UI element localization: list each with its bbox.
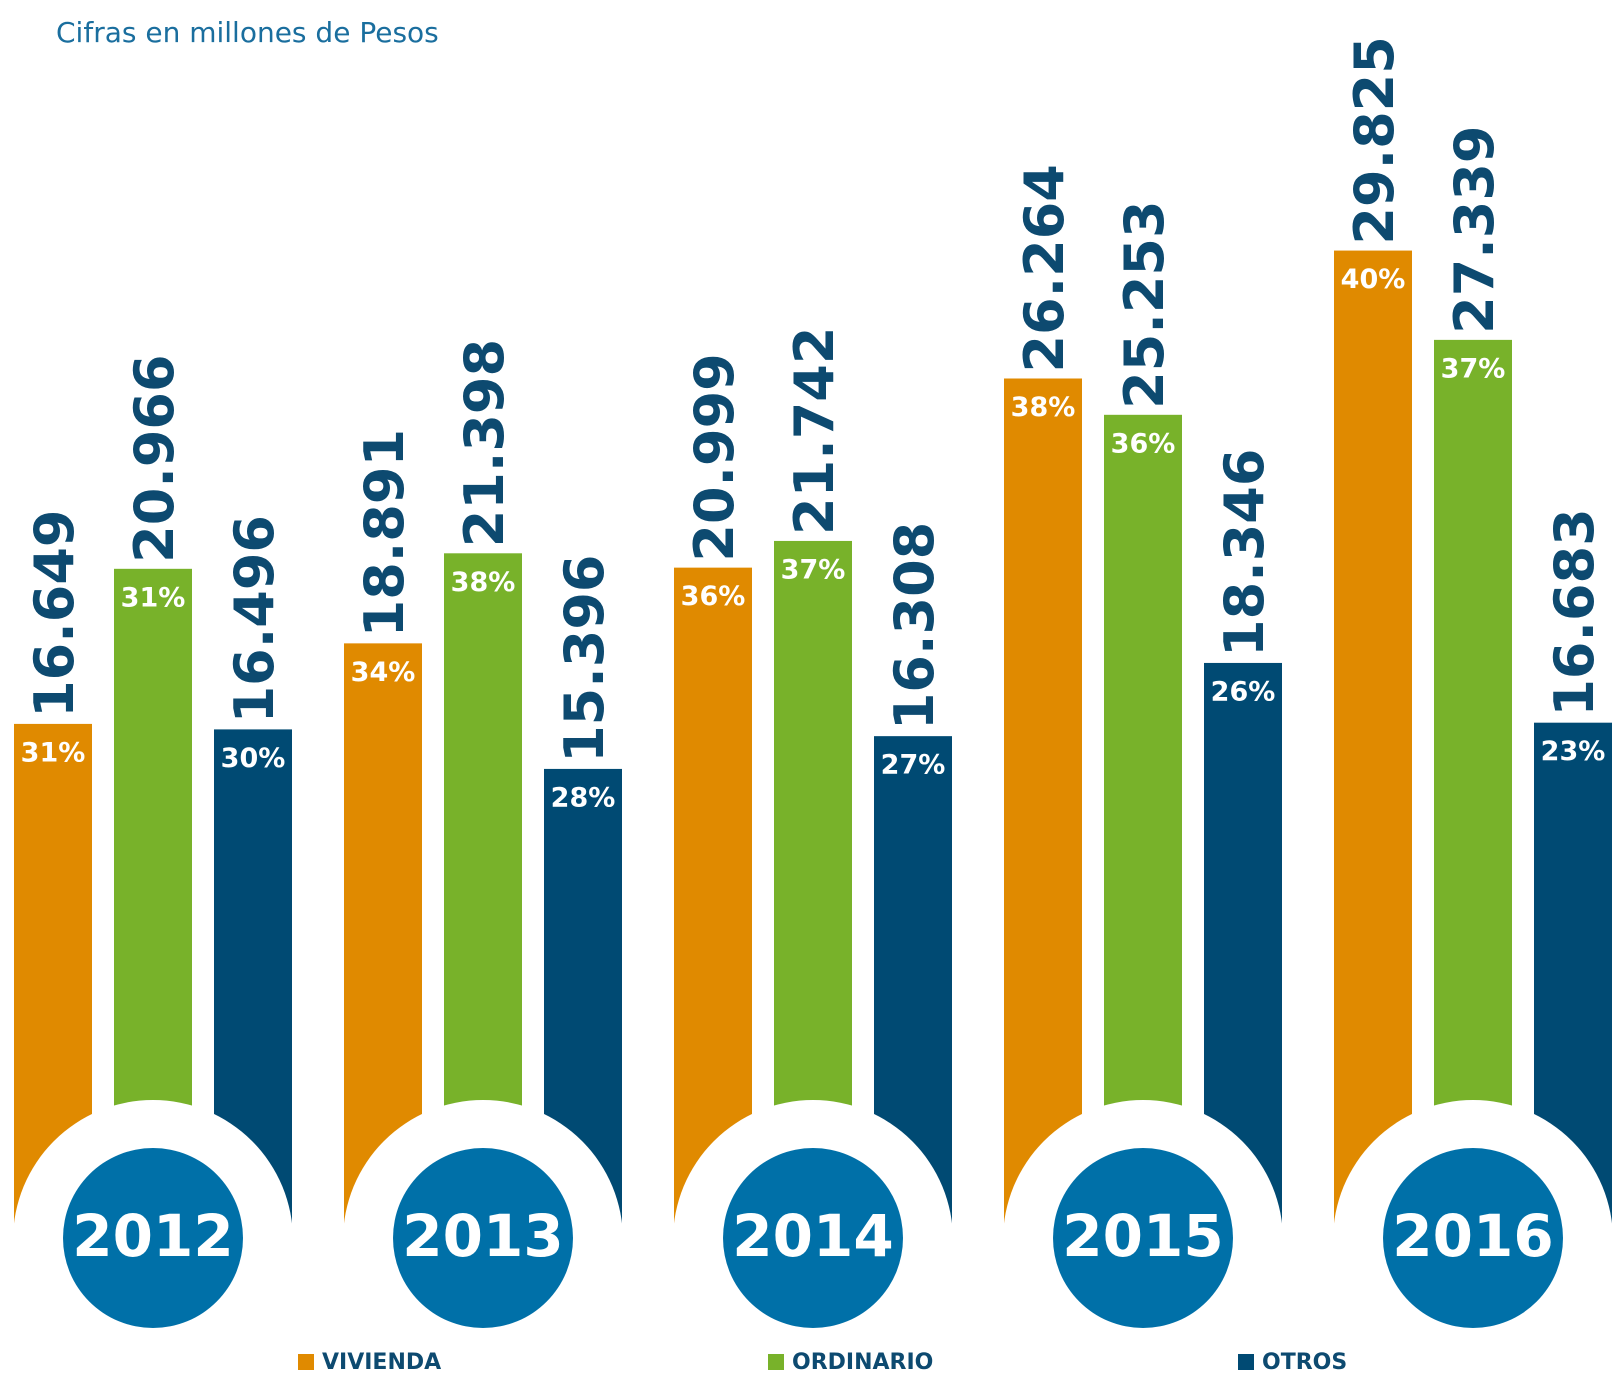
year-circle (63, 1148, 243, 1328)
x-tick-label: 2013 (402, 1202, 563, 1270)
value-label: 21.742 (783, 327, 846, 535)
share-label: 36% (1111, 428, 1176, 459)
share-label: 37% (781, 554, 846, 585)
share-label: 38% (1011, 392, 1076, 423)
share-label: 38% (451, 567, 516, 598)
value-label: 18.891 (353, 429, 416, 637)
share-label: 23% (1541, 736, 1606, 767)
share-label: 40% (1341, 264, 1406, 295)
year-circle (1383, 1148, 1563, 1328)
value-label: 20.966 (123, 354, 186, 562)
share-label: 36% (681, 581, 746, 612)
share-label: 27% (881, 750, 946, 781)
legend-swatch (298, 1354, 314, 1370)
x-tick-label: 2014 (732, 1202, 893, 1270)
share-label: 31% (21, 737, 86, 768)
share-label: 31% (121, 582, 186, 613)
x-tick-label: 2012 (72, 1202, 233, 1270)
x-tick-label: 2015 (1062, 1202, 1223, 1270)
bar (1334, 250, 1412, 1240)
legend-swatch (1238, 1354, 1254, 1370)
value-label: 16.649 (23, 510, 86, 718)
value-label: 20.999 (683, 353, 746, 561)
year-circle (393, 1148, 573, 1328)
value-label: 29.825 (1343, 36, 1406, 244)
bar (1434, 339, 1512, 1240)
value-label: 27.339 (1443, 125, 1506, 333)
value-label: 15.396 (553, 555, 616, 763)
bar (1004, 378, 1082, 1240)
share-label: 28% (551, 782, 616, 813)
share-label: 37% (1441, 353, 1506, 384)
x-tick-label: 2016 (1392, 1202, 1553, 1270)
value-label: 16.496 (223, 515, 286, 723)
value-label: 25.253 (1113, 200, 1176, 408)
value-label: 16.683 (1543, 508, 1606, 716)
legend-label: OTROS (1262, 1350, 1347, 1375)
value-label: 21.398 (453, 339, 516, 547)
legend-label: VIVIENDA (322, 1350, 441, 1375)
share-label: 34% (351, 657, 416, 688)
value-label: 26.264 (1013, 164, 1076, 372)
share-label: 30% (221, 743, 286, 774)
legend-swatch (768, 1354, 784, 1370)
value-label: 18.346 (1213, 449, 1276, 657)
value-label: 16.308 (883, 522, 946, 730)
legend-label: ORDINARIO (792, 1350, 933, 1375)
year-circle (1053, 1148, 1233, 1328)
year-circle (723, 1148, 903, 1328)
share-label: 26% (1211, 676, 1276, 707)
chart-subtitle: Cifras en millones de Pesos (56, 16, 439, 49)
